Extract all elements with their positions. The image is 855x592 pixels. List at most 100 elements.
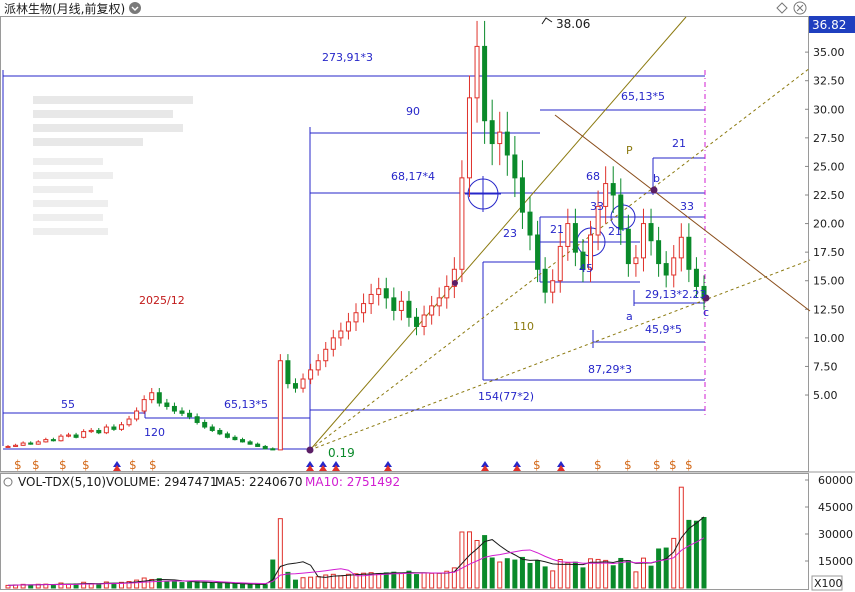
- candle-body: [625, 228, 631, 265]
- candle-body: [43, 439, 49, 443]
- candle-body: [489, 120, 495, 145]
- candle-body: [595, 205, 601, 236]
- volume-bar: [149, 578, 155, 589]
- volume-bar: [345, 573, 351, 589]
- price-tick-label: 30.00: [813, 103, 845, 116]
- candle-body: [436, 297, 442, 307]
- volume-bar: [535, 560, 541, 589]
- volume-bar: [519, 556, 525, 589]
- volume-indicator-label: VOL-TDX(5,10): [18, 475, 106, 489]
- gann-label-10: 21: [608, 225, 622, 238]
- price-tick-label: 17.50: [813, 246, 845, 259]
- event-markers: $ $ $ $ $ $ $ $ $ $ $ $: [14, 458, 693, 472]
- volume-bar: [300, 577, 306, 589]
- candle-body: [300, 378, 306, 389]
- volume-bar: [686, 519, 692, 589]
- up-arrow-icon: [481, 465, 489, 471]
- up-arrow-icon: [513, 465, 521, 471]
- volume-bar: [572, 561, 578, 589]
- candle-body: [315, 360, 321, 371]
- candle-body: [398, 300, 404, 311]
- volume-bar: [134, 579, 140, 589]
- volume-bar: [292, 579, 298, 589]
- signal-marker: $: [624, 458, 632, 472]
- gann-label-12: 45: [579, 262, 593, 275]
- up-arrow-icon: [319, 465, 327, 471]
- candle-body: [338, 330, 344, 339]
- candle-body: [361, 303, 367, 314]
- candle-body: [618, 194, 624, 230]
- candle-body: [678, 236, 684, 259]
- up-arrow-icon: [332, 465, 340, 471]
- candle-body: [656, 240, 662, 265]
- candle-body: [270, 448, 276, 451]
- gann-label-15: 87,29*3: [588, 363, 632, 376]
- candle-body: [429, 305, 435, 316]
- candle-body: [519, 177, 525, 213]
- volume-bar: [262, 584, 268, 589]
- candle-body: [391, 297, 397, 311]
- signal-marker: $: [82, 458, 90, 472]
- swing-point: [452, 280, 458, 286]
- low-label: 0.19: [328, 446, 355, 460]
- price-tick-label: 12.50: [813, 303, 845, 316]
- volume-bar: [565, 562, 571, 589]
- gann-label-14: 45,9*5: [645, 323, 682, 336]
- close-icon[interactable]: [793, 1, 807, 15]
- candle-body: [580, 251, 586, 270]
- candle-body: [565, 223, 571, 247]
- volume-unit-label: X100: [814, 577, 843, 590]
- gann-label-11: 23: [503, 227, 517, 240]
- candle-body: [164, 402, 170, 407]
- candle-body: [557, 245, 563, 282]
- volume-bar: [640, 557, 646, 589]
- candle-body: [285, 360, 291, 385]
- price-tick-label: 27.50: [813, 132, 845, 145]
- candle-body: [414, 316, 420, 327]
- candle-body: [353, 312, 359, 323]
- current-price-label: 36.82: [812, 18, 846, 32]
- signal-marker: $: [32, 458, 40, 472]
- volume-bar: [504, 558, 510, 589]
- ma10-label: MA10: 2751492: [305, 475, 400, 489]
- price-tick-label: 10.00: [813, 332, 845, 345]
- candle-body: [451, 268, 457, 287]
- candle-body: [103, 426, 109, 434]
- candle-body: [171, 405, 177, 412]
- volume-bar: [232, 583, 238, 589]
- volume-bar: [527, 562, 533, 589]
- volume-bar: [633, 571, 639, 589]
- volume-bar: [625, 560, 631, 589]
- price-tick-label: 20.00: [813, 218, 845, 231]
- volume-bar: [194, 581, 200, 589]
- volume-bar: [315, 576, 321, 589]
- candle-body: [187, 412, 193, 418]
- candle-body: [88, 429, 94, 433]
- volume-bar: [126, 581, 132, 589]
- candle-body: [444, 285, 450, 299]
- candle-body: [194, 416, 200, 423]
- low-point: [306, 446, 314, 454]
- candle-body: [603, 183, 609, 207]
- candle-body: [376, 288, 382, 295]
- candle-body: [421, 314, 427, 327]
- candle-body: [482, 45, 488, 122]
- volume-bar: [489, 557, 495, 589]
- candle-body: [149, 392, 155, 401]
- volume-bar: [103, 581, 109, 589]
- volume-bar: [81, 581, 87, 589]
- diamond-icon[interactable]: [776, 2, 788, 14]
- gann-label-8: 33: [680, 200, 694, 213]
- candle-body: [466, 97, 472, 179]
- candle-body: [323, 348, 329, 362]
- candle-body: [13, 444, 19, 447]
- candle-body: [550, 280, 556, 293]
- signal-marker: $: [533, 458, 541, 472]
- volume-bar: [451, 567, 457, 589]
- volume-bar: [406, 570, 412, 589]
- volume-bar: [240, 583, 246, 589]
- price-tick-label: 15.00: [813, 275, 845, 288]
- settings-icon[interactable]: [129, 2, 141, 14]
- candle-body: [217, 429, 223, 435]
- candle-body: [73, 434, 79, 438]
